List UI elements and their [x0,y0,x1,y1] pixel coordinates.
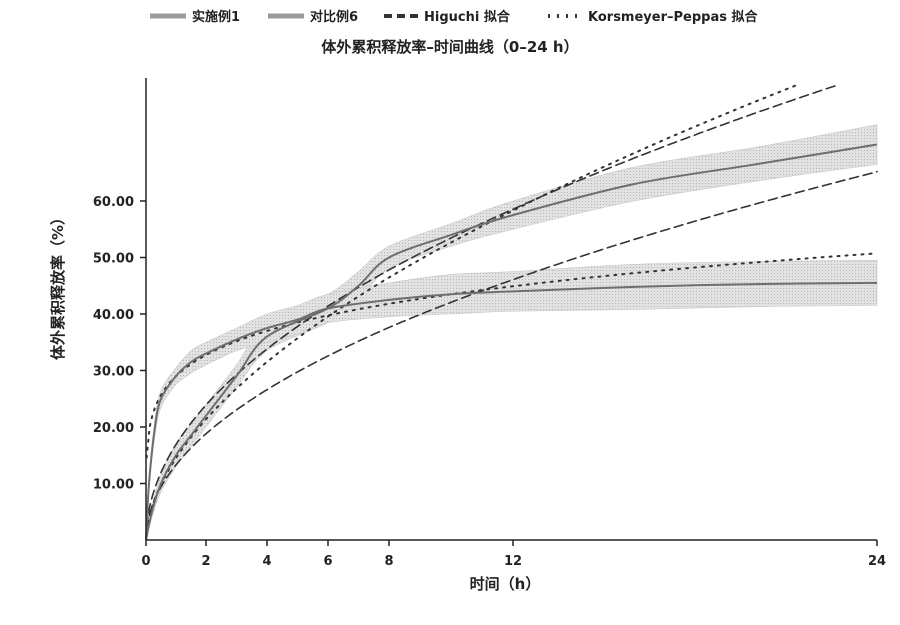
x-tick-label: 2 [201,554,210,569]
legend: 实施例1 对比例6 Higuchi 拟合 Korsmeyer–Peppas 拟合 [150,9,758,25]
legend-label-example1: 实施例1 [192,9,240,25]
y-tick-label: 40.00 [93,308,134,323]
legend-label-kp: Korsmeyer–Peppas 拟合 [588,9,758,25]
x-tick-label: 8 [384,554,393,569]
chart-title: 体外累积释放率–时间曲线（0–24 h） [321,38,578,56]
x-tick-label: 0 [141,554,150,569]
legend-label-higuchi: Higuchi 拟合 [424,9,511,25]
y-tick-label: 10.00 [93,478,134,493]
fit-curve-1 [145,170,878,531]
fit-curve-3 [145,252,878,459]
fit-curve-2 [145,84,797,532]
x-tick-label: 24 [868,554,886,569]
fit-curve-0 [145,85,836,528]
y-tick-label: 30.00 [93,365,134,380]
data-series [145,143,878,541]
x-axis-label: 时间（h） [470,575,541,593]
x-tick-label: 6 [323,554,332,569]
x-tick-label: 4 [262,554,271,569]
y-axis-label: 体外累积释放率（%） [49,210,67,360]
y-tick-label: 60.00 [93,195,134,210]
legend-label-comparative6: 对比例6 [310,9,358,25]
series-band-1 [145,259,878,541]
fit-curves [145,84,878,532]
x-tick-label: 12 [504,554,522,569]
y-tick-label: 20.00 [93,421,134,436]
series-line-1 [145,281,878,541]
y-tick-label: 50.00 [93,252,134,267]
axes [145,78,877,541]
